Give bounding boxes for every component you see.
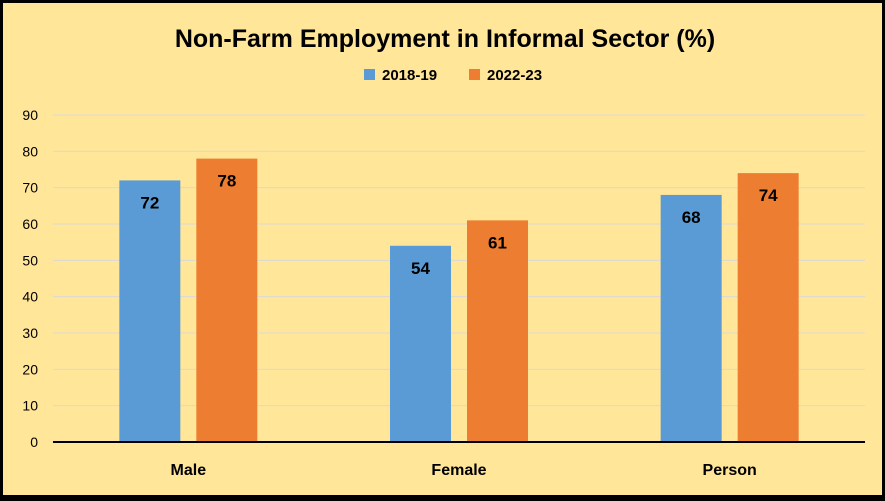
y-tick-label: 40 bbox=[22, 289, 38, 305]
data-label: 61 bbox=[488, 233, 507, 252]
bar-series-2-male bbox=[196, 158, 258, 442]
y-tick-label: 10 bbox=[22, 398, 38, 414]
data-label: 78 bbox=[217, 172, 236, 191]
legend: 2018-19 2022-23 bbox=[364, 67, 542, 84]
legend-swatch-series-1 bbox=[364, 69, 375, 80]
y-tick-label: 80 bbox=[22, 143, 38, 159]
bars bbox=[119, 158, 799, 442]
bar-series-2-female bbox=[467, 220, 528, 442]
data-label: 72 bbox=[140, 193, 159, 212]
data-labels: 72 78 54 61 68 74 bbox=[140, 172, 778, 278]
x-tick-label: Person bbox=[703, 462, 757, 479]
x-tick-label: Female bbox=[431, 462, 486, 479]
y-tick-label: 90 bbox=[22, 107, 38, 123]
bar-series-1-male bbox=[119, 180, 181, 442]
gridlines bbox=[53, 114, 865, 407]
x-axis-labels: Male Female Person bbox=[171, 462, 757, 479]
y-tick-label: 30 bbox=[22, 325, 38, 341]
legend-label-series-2: 2022-23 bbox=[487, 67, 542, 84]
y-tick-label: 0 bbox=[30, 434, 38, 450]
data-label: 54 bbox=[411, 259, 430, 278]
y-tick-label: 50 bbox=[22, 252, 38, 268]
chart-title: Non-Farm Employment in Informal Sector (… bbox=[175, 25, 715, 53]
y-tick-label: 20 bbox=[22, 361, 38, 377]
data-label: 74 bbox=[759, 186, 778, 205]
bar-series-2-person bbox=[737, 173, 799, 442]
y-tick-label: 70 bbox=[22, 180, 38, 196]
bar-series-1-female bbox=[390, 245, 451, 442]
bar-series-1-person bbox=[660, 194, 722, 442]
legend-label-series-1: 2018-19 bbox=[382, 67, 437, 84]
legend-swatch-series-2 bbox=[469, 69, 480, 80]
bar-chart: Non-Farm Employment in Informal Sector (… bbox=[22, 25, 865, 479]
y-tick-label: 60 bbox=[22, 216, 38, 232]
data-label: 68 bbox=[682, 208, 701, 227]
x-tick-label: Male bbox=[171, 462, 207, 479]
y-axis-ticks: 0 10 20 30 40 50 60 70 80 90 bbox=[22, 107, 38, 450]
